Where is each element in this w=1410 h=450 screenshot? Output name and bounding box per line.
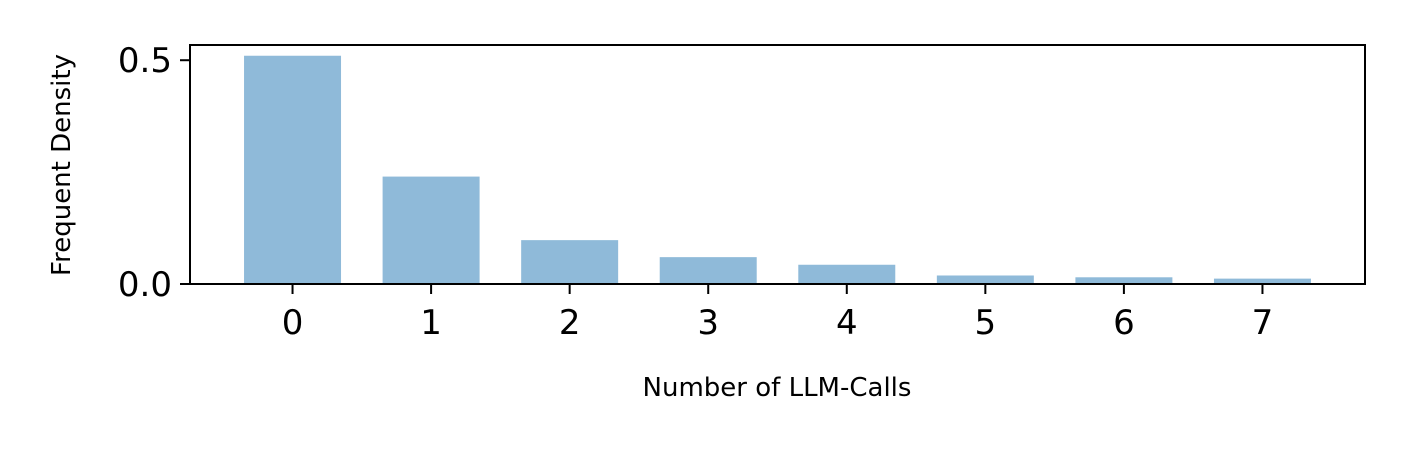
x-tick-label-6: 6	[1113, 303, 1135, 343]
x-axis-ticks: 0 1 2 3 4 5 6 7	[282, 284, 1274, 343]
y-axis-label: Frequent Density	[47, 54, 77, 276]
bar-2	[521, 240, 619, 284]
bar-4	[798, 264, 896, 284]
x-tick-label-2: 2	[559, 303, 581, 343]
bar-0	[244, 55, 342, 284]
x-tick-label-0: 0	[282, 303, 304, 343]
x-tick-label-7: 7	[1252, 303, 1274, 343]
bar-3	[659, 257, 757, 284]
x-axis-label: Number of LLM-Calls	[643, 373, 912, 403]
y-tick-label-1: 0.5	[118, 41, 172, 81]
x-tick-label-1: 1	[420, 303, 442, 343]
y-tick-label-0: 0.0	[118, 265, 172, 305]
x-tick-label-5: 5	[975, 303, 997, 343]
bar-7	[1213, 278, 1311, 284]
bar-6	[1075, 277, 1173, 284]
bars-group	[244, 55, 1311, 284]
x-tick-label-3: 3	[697, 303, 719, 343]
plot-frame	[189, 44, 1366, 285]
x-tick-label-4: 4	[836, 303, 858, 343]
bar-5	[936, 275, 1034, 284]
y-axis-ticks: 0.0 0.5	[118, 41, 190, 305]
bar-1	[382, 176, 480, 284]
